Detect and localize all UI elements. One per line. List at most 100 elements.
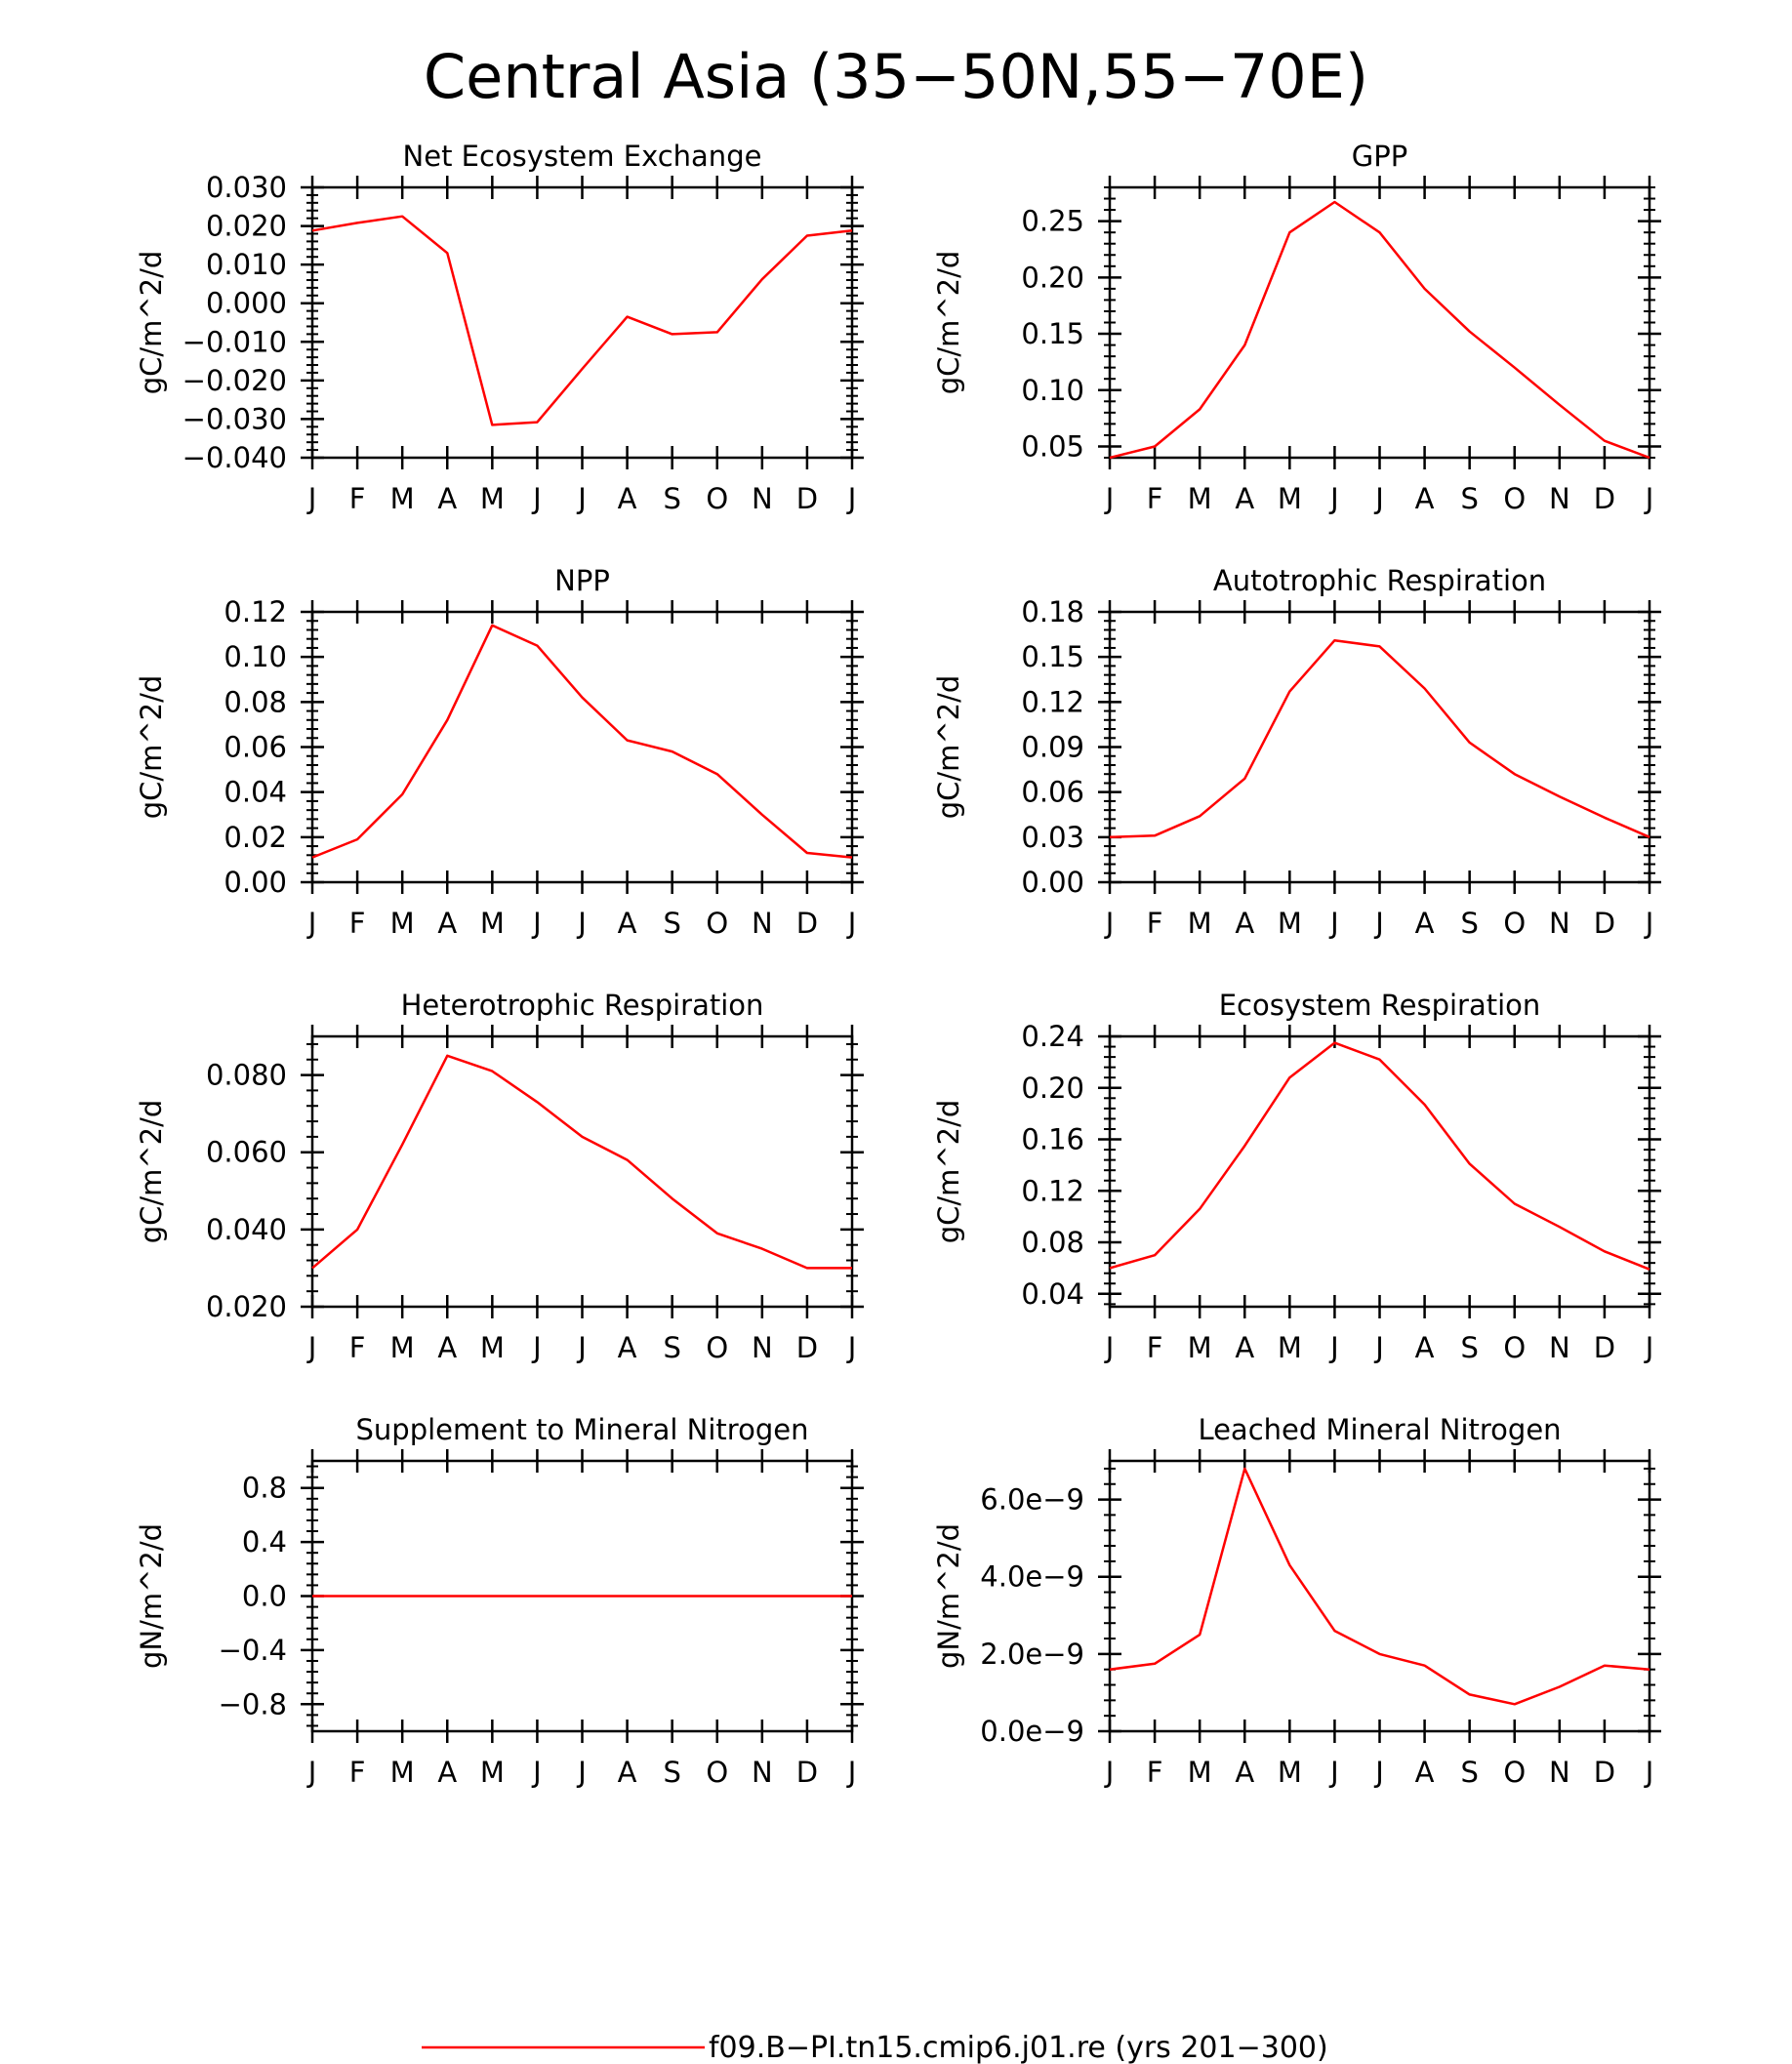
chart-panel-3: J F M A M J J A S O N D J0.000.020.040.060.080.100.1…	[135, 564, 864, 940]
y-tick-label: 0.060	[206, 1136, 287, 1169]
x-tick-label: D	[1594, 482, 1615, 515]
panel-title: Supplement to Mineral Nitrogen	[356, 1413, 809, 1446]
y-axis-label: gC/m^2/d	[932, 251, 965, 395]
x-tick-label: N	[1549, 1331, 1570, 1364]
x-tick-label: M	[390, 1331, 415, 1364]
y-tick-label: 0.4	[242, 1525, 287, 1558]
x-tick-label: F	[1147, 907, 1163, 940]
y-tick-label: 0.04	[1021, 1277, 1084, 1311]
x-tick-label: J	[846, 482, 857, 515]
panel-title: NPP	[554, 564, 610, 597]
x-tick-label: A	[437, 907, 457, 940]
panel-title: Heterotrophic Respiration	[401, 989, 764, 1022]
chart-panel-8: J F M A M J J A S O N D J0.0e−92.0e−94.0e−96.0e−9Lea…	[932, 1413, 1661, 1789]
y-tick-label: 0.040	[206, 1213, 287, 1246]
y-tick-label: 0.18	[1021, 595, 1084, 628]
x-tick-label: M	[390, 907, 415, 940]
x-tick-label: D	[1594, 907, 1615, 940]
y-tick-label: 0.8	[242, 1472, 287, 1505]
y-tick-label: 0.08	[1021, 1226, 1084, 1259]
x-tick-label: M	[1278, 907, 1302, 940]
x-tick-label: M	[390, 1756, 415, 1789]
x-tick-label: N	[1549, 1756, 1570, 1789]
x-tick-label: J	[1644, 907, 1654, 940]
plot-frame	[310, 1034, 854, 1309]
chart-panel-2: J F M A M J J A S O N D J0.050.100.150.200.25GPPgC/m…	[932, 140, 1661, 515]
x-tick-label: M	[1278, 482, 1302, 515]
x-tick-label: O	[706, 907, 728, 940]
panel-title: Net Ecosystem Exchange	[403, 140, 762, 173]
x-tick-label: N	[752, 907, 773, 940]
y-tick-label: 0.000	[206, 287, 287, 320]
x-tick-label: O	[1503, 1331, 1526, 1364]
y-tick-label: 0.05	[1021, 429, 1084, 463]
y-axis-label: gC/m^2/d	[135, 251, 168, 395]
x-tick-label: M	[1278, 1331, 1302, 1364]
x-tick-label: J	[576, 1331, 587, 1364]
y-tick-label: 0.15	[1021, 640, 1084, 673]
y-tick-label: 0.10	[1021, 374, 1084, 407]
y-axis-label: gC/m^2/d	[135, 1100, 168, 1244]
x-tick-label: A	[618, 482, 637, 515]
y-tick-label: 0.20	[1021, 261, 1084, 294]
x-tick-label: J	[1328, 1756, 1339, 1789]
series-line	[1109, 1467, 1650, 1706]
x-tick-label: O	[706, 1756, 728, 1789]
y-tick-label: 0.04	[224, 776, 287, 809]
x-tick-label: J	[1104, 1756, 1115, 1789]
y-tick-label: 0.09	[1021, 731, 1084, 764]
x-tick-label: N	[1549, 907, 1570, 940]
x-tick-label: O	[1503, 482, 1526, 515]
y-tick-label: 0.12	[1021, 685, 1084, 718]
x-tick-label: J	[531, 1331, 542, 1364]
x-tick-label: J	[1328, 1331, 1339, 1364]
y-tick-label: 0.00	[224, 866, 287, 899]
panel-title: Ecosystem Respiration	[1219, 989, 1541, 1022]
y-tick-label: 0.08	[224, 685, 287, 718]
x-tick-label: M	[1278, 1756, 1302, 1789]
y-tick-label: −0.040	[183, 441, 287, 474]
chart-panel-6: J F M A M J J A S O N D J0.040.080.120.160.200.24Eco…	[932, 989, 1661, 1364]
x-tick-label: A	[437, 482, 457, 515]
x-tick-label: J	[846, 1756, 857, 1789]
x-tick-label: F	[349, 482, 366, 515]
plot-frame	[1108, 610, 1651, 884]
y-tick-label: 0.020	[206, 1290, 287, 1323]
series-line	[1109, 638, 1650, 839]
x-tick-label: F	[1147, 482, 1163, 515]
y-axis-label: gC/m^2/d	[135, 675, 168, 820]
x-tick-label: S	[1460, 1756, 1478, 1789]
x-tick-label: M	[1188, 907, 1212, 940]
x-tick-label: A	[618, 907, 637, 940]
x-tick-label: O	[706, 1331, 728, 1364]
x-tick-label: O	[706, 482, 728, 515]
x-tick-label: J	[846, 1331, 857, 1364]
y-tick-label: 0.0e−9	[980, 1715, 1084, 1748]
x-tick-label: J	[1328, 482, 1339, 515]
x-tick-label: J	[576, 1756, 587, 1789]
x-tick-label: S	[1460, 1331, 1478, 1364]
y-axis-label: gC/m^2/d	[932, 675, 965, 820]
x-tick-label: A	[1415, 1331, 1435, 1364]
x-tick-label: J	[531, 1756, 542, 1789]
y-tick-label: −0.030	[183, 402, 287, 435]
series-line	[311, 624, 853, 859]
x-tick-label: N	[1549, 482, 1570, 515]
x-tick-label: A	[437, 1756, 457, 1789]
x-tick-label: N	[752, 1756, 773, 1789]
y-tick-label: 0.12	[1021, 1174, 1084, 1207]
x-tick-label: F	[349, 1756, 366, 1789]
x-tick-label: A	[437, 1331, 457, 1364]
x-tick-label: S	[1460, 482, 1478, 515]
x-tick-label: S	[663, 1756, 680, 1789]
x-tick-label: F	[349, 1331, 366, 1364]
panel-title: GPP	[1352, 140, 1407, 173]
x-tick-label: J	[1104, 1331, 1115, 1364]
x-tick-label: A	[618, 1331, 637, 1364]
x-tick-label: J	[531, 482, 542, 515]
x-tick-label: J	[306, 482, 317, 515]
y-axis-label: gN/m^2/d	[135, 1523, 168, 1669]
y-tick-label: 0.12	[224, 595, 287, 628]
x-tick-label: J	[306, 907, 317, 940]
